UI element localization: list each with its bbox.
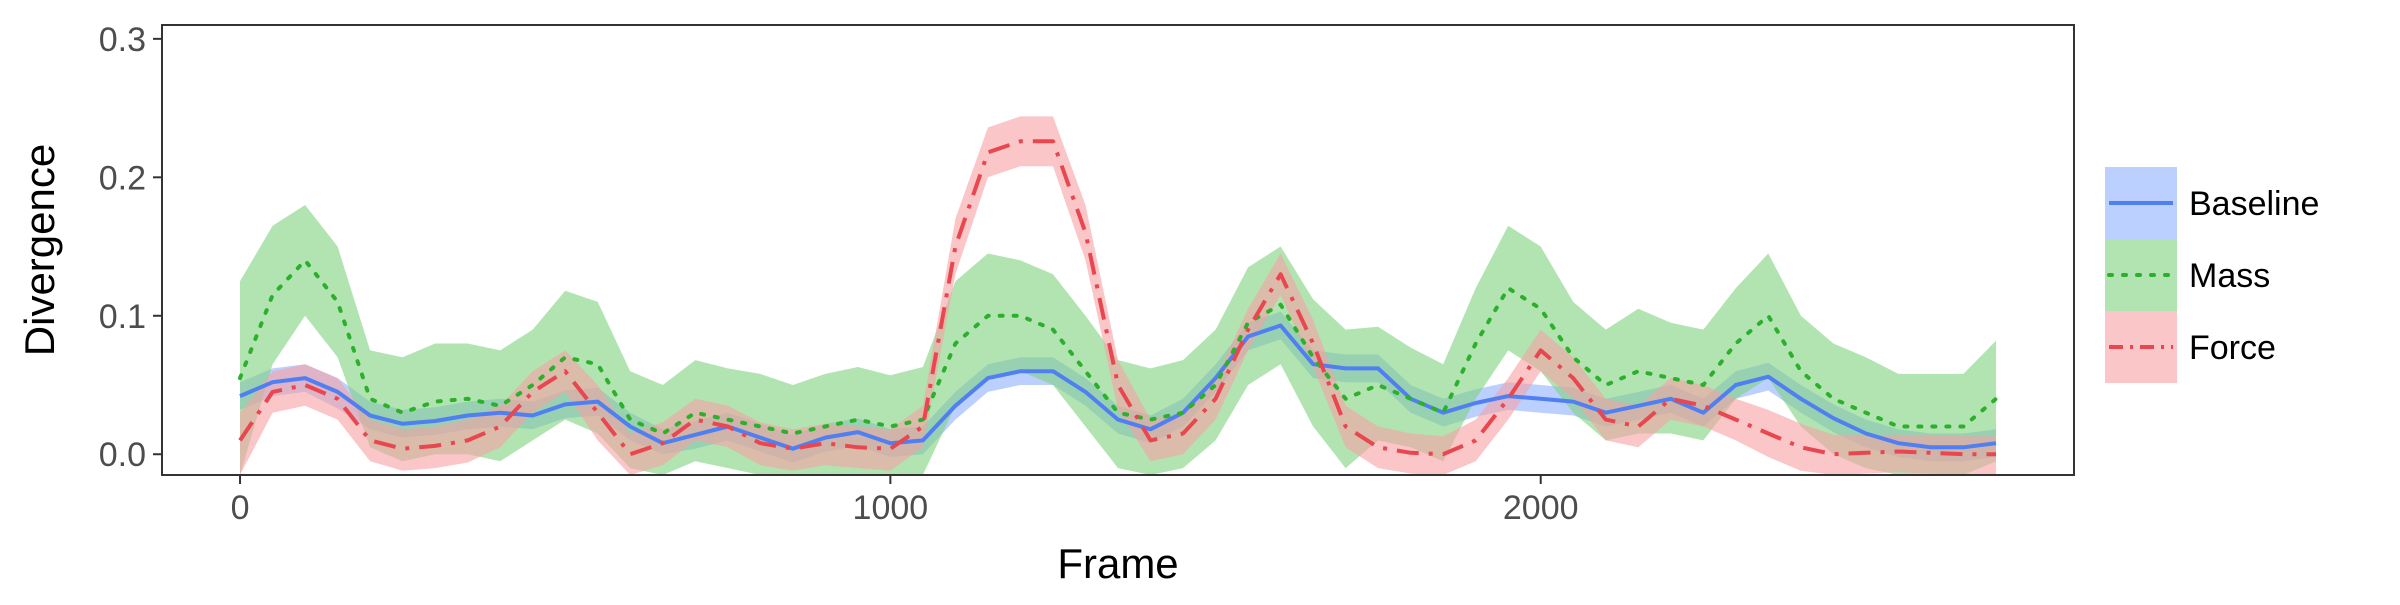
x-tick-label: 1000 xyxy=(853,489,929,527)
line-mass xyxy=(238,258,1998,436)
series-lines xyxy=(238,139,1998,457)
y-tick-label: 0.2 xyxy=(99,159,146,197)
legend-label-force: Force xyxy=(2189,329,2276,367)
y-tick-label: 0.0 xyxy=(99,436,146,474)
line-baseline xyxy=(239,323,1997,451)
confidence-bands xyxy=(240,116,1996,475)
x-axis-label: Frame xyxy=(1057,540,1178,587)
legend-label-mass: Mass xyxy=(2189,257,2270,295)
y-tick-label: 0.1 xyxy=(99,298,146,336)
x-tick-label: 2000 xyxy=(1503,489,1579,527)
plot-frame xyxy=(161,24,2075,476)
band-mass xyxy=(240,205,1996,475)
x-axis: 0 1000 2000 xyxy=(231,475,1579,527)
band-force xyxy=(240,116,1996,475)
x-tick-label: 0 xyxy=(231,489,250,527)
legend: Baseline Mass Force xyxy=(2105,167,2319,383)
y-axis: 0.0 0.1 0.2 0.3 xyxy=(99,21,162,474)
y-tick-label: 0.3 xyxy=(99,21,146,59)
legend-label-baseline: Baseline xyxy=(2189,185,2319,223)
y-axis-label: Divergence xyxy=(16,144,63,356)
